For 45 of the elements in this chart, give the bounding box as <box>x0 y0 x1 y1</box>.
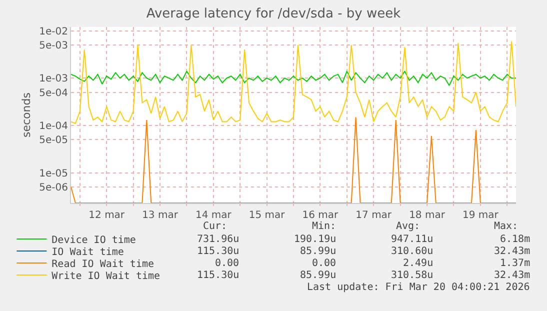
text: 310.60u <box>391 246 434 257</box>
text: 0.00 <box>215 258 240 269</box>
x-tick-label: 12 mar <box>88 210 126 221</box>
text: 0.00 <box>312 258 336 269</box>
y-tick-label: 1e-02 <box>39 26 68 38</box>
text: 85.99u <box>300 270 336 281</box>
text: 6.18m <box>500 234 530 245</box>
y-tick-label: 5e-03 <box>39 40 68 52</box>
x-tick-label: 15 mar <box>248 210 286 221</box>
x-tick-label: 17 mar <box>356 210 392 221</box>
text: 2.49u <box>403 258 434 269</box>
text: 85.99u <box>300 246 336 257</box>
chart-title: Average latency for /dev/sda - by week <box>146 6 402 22</box>
text: 1.37m <box>500 258 530 269</box>
y-axis-title: seconds <box>20 92 33 138</box>
text: 115.30u <box>197 246 240 257</box>
legend-label: Read IO Wait time <box>52 258 154 270</box>
text: 32.43m <box>494 270 530 281</box>
line-series <box>71 70 516 86</box>
legend-label: Device IO time <box>52 234 136 246</box>
y-tick-label: 5e-05 <box>39 135 68 146</box>
x-tick-label: 14 mar <box>195 210 232 221</box>
x-tick-label: 19 mar <box>462 210 500 221</box>
text: 731.96u <box>197 234 240 245</box>
legend-label: Write IO Wait time <box>52 270 160 282</box>
x-tick-label: 18 mar <box>409 210 446 221</box>
text: 947.11u <box>391 234 434 245</box>
y-tick-label: 1e-03 <box>39 74 68 85</box>
text: Cur: <box>203 221 228 232</box>
text: 32.43m <box>494 246 530 257</box>
y-tick-label: 5e-04 <box>39 88 68 99</box>
x-tick-label: 16 mar <box>302 210 340 221</box>
text: 190.19u <box>294 234 336 245</box>
text: Avg: <box>396 221 420 232</box>
text: Last update: Fri Mar 20 04:00:21 2026 <box>307 282 530 293</box>
line-series <box>71 40 516 124</box>
text: Max: <box>494 221 518 232</box>
y-tick-label: 1e-05 <box>39 168 68 180</box>
text: 115.30u <box>197 270 240 281</box>
text: 310.58u <box>391 270 434 281</box>
y-tick-label: 1e-04 <box>39 120 68 132</box>
legend-label: IO Wait time <box>52 246 124 258</box>
x-tick-label: 13 mar <box>142 210 179 221</box>
text: Min: <box>312 221 336 232</box>
y-tick-label: 5e-06 <box>39 182 68 194</box>
